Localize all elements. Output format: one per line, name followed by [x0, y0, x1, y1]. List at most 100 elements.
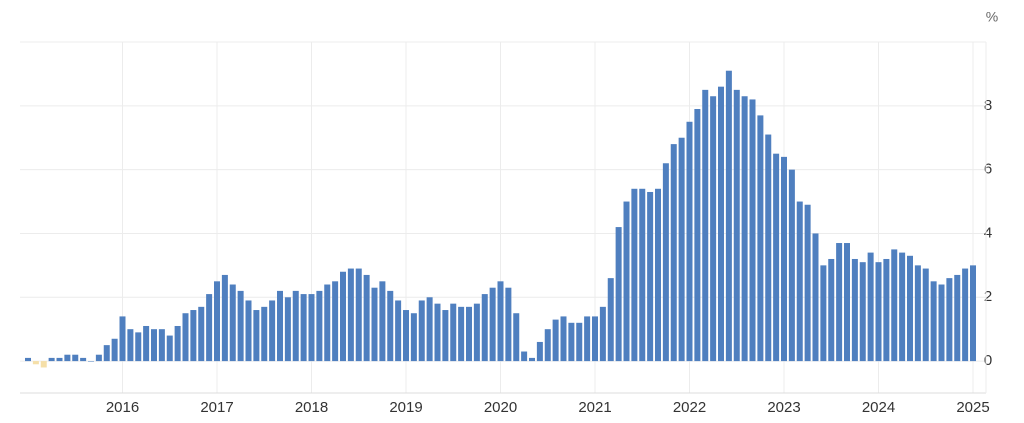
bar: [387, 290, 394, 362]
bar: [64, 354, 71, 362]
bar: [158, 329, 165, 362]
bar: [119, 316, 126, 362]
bar: [639, 188, 646, 362]
bar: [883, 258, 890, 362]
bar: [631, 188, 638, 362]
bar: [418, 300, 425, 362]
bar: [930, 281, 937, 362]
bar: [229, 284, 236, 362]
bar: [442, 310, 449, 362]
bar: [576, 322, 583, 362]
bar: [166, 335, 173, 362]
bar: [851, 258, 858, 362]
bar: [741, 96, 748, 362]
bar: [497, 281, 504, 362]
bar: [686, 121, 693, 362]
bar: [458, 306, 465, 362]
bar: [694, 109, 701, 362]
bar: [434, 303, 441, 362]
bar: [867, 252, 874, 362]
x-tick-label: 2024: [862, 399, 895, 416]
bar: [938, 284, 945, 362]
bar: [678, 137, 685, 362]
bar: [300, 294, 307, 362]
bar: [410, 313, 417, 362]
bar: [568, 322, 575, 362]
bar: [914, 265, 921, 362]
bar: [513, 313, 520, 362]
bar: [347, 268, 354, 362]
bar: [773, 153, 780, 362]
bar: [277, 290, 283, 362]
bar: [828, 258, 835, 362]
bar: [151, 329, 157, 362]
bar: [623, 201, 630, 362]
bar: [198, 306, 205, 362]
bar: [804, 204, 811, 362]
y-tick-label: 2: [984, 288, 992, 305]
bar: [80, 357, 87, 362]
bar: [584, 316, 591, 362]
bar: [899, 252, 906, 362]
y-tick-label: 0: [984, 352, 992, 369]
bar: [922, 268, 929, 362]
bar: [788, 169, 795, 362]
bar: [505, 287, 512, 362]
x-tick-label: 2023: [767, 399, 800, 416]
bar: [670, 144, 677, 362]
bar: [725, 70, 732, 362]
bar: [962, 268, 969, 362]
bar: [560, 316, 567, 362]
bar: [261, 306, 268, 362]
bar: [907, 255, 913, 362]
bar: [103, 345, 110, 362]
bar: [718, 86, 724, 362]
bar: [749, 99, 756, 362]
bar: [781, 156, 787, 362]
bar: [206, 294, 213, 362]
bar: [450, 303, 457, 362]
bar: [135, 332, 142, 362]
bar: [379, 281, 386, 362]
bar: [214, 281, 220, 362]
bar: [599, 306, 606, 362]
bar: [190, 310, 197, 362]
bar: [702, 89, 709, 362]
bar: [32, 361, 39, 365]
bar: [946, 278, 953, 362]
bar: [111, 338, 118, 362]
bar: [592, 316, 598, 362]
bar: [253, 310, 260, 362]
bar: [174, 325, 181, 362]
bar: [891, 249, 898, 362]
bar: [426, 297, 433, 362]
bar: [395, 300, 402, 362]
bar: [466, 306, 472, 362]
bar: [284, 297, 291, 362]
bar: [308, 294, 315, 362]
bar: [48, 357, 55, 362]
bar: [489, 287, 496, 362]
bar: [40, 361, 47, 368]
bar: [245, 300, 252, 362]
bar: [340, 271, 346, 362]
bar: [536, 341, 543, 362]
unit-label: %: [986, 9, 998, 25]
bar: [56, 357, 63, 362]
x-tick-label: 2019: [389, 399, 422, 416]
bar: [316, 290, 323, 362]
y-tick-label: 8: [984, 97, 992, 114]
bar: [95, 354, 102, 362]
y-tick-label: 4: [984, 224, 992, 241]
bar: [733, 89, 740, 362]
bar: [127, 329, 134, 362]
bar: [844, 243, 850, 362]
bar: [529, 357, 535, 362]
bar: [820, 265, 827, 362]
bar: [552, 319, 559, 362]
bar: [88, 361, 94, 362]
bar: [182, 313, 189, 362]
bar: [324, 284, 331, 362]
